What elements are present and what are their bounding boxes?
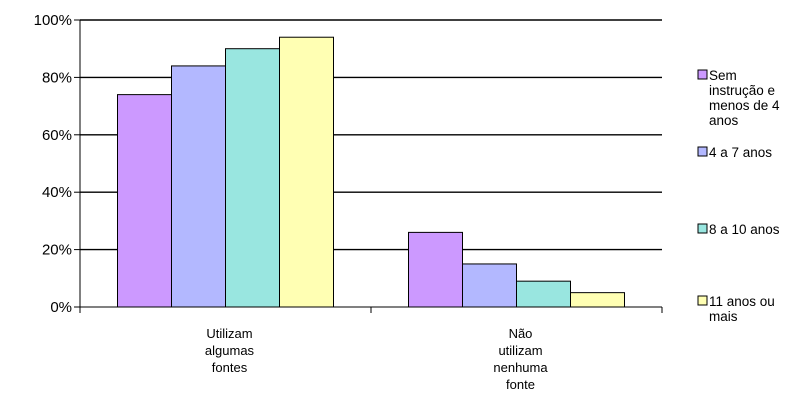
bar (279, 36, 334, 308)
y-tick-label: 80% (42, 69, 72, 86)
category-label: Utilizam algumas fontes (205, 326, 255, 375)
bars (117, 36, 625, 308)
legend-swatch (697, 146, 708, 157)
legend-swatch (697, 223, 708, 234)
y-tick-label: 20% (42, 242, 72, 259)
bar (516, 280, 571, 308)
axes (74, 19, 663, 313)
legend: Sem instrução e menos de 4 anos 4 a 7 anos 8 … (697, 68, 780, 324)
legend-label: 4 a 7 anos (709, 145, 772, 160)
y-tick-label: 40% (42, 184, 72, 201)
y-tick-label: 100% (34, 12, 72, 29)
bar (570, 292, 625, 308)
legend-label: 11 anos ou mais (709, 294, 775, 324)
bar (117, 94, 172, 308)
y-tick-labels: 0% 20% 40% 60% 80% 100% (34, 12, 72, 316)
bar (408, 231, 463, 308)
y-tick-label: 0% (50, 299, 72, 316)
bar (225, 48, 280, 308)
category-label: Não utilizam nenhuma fonte (493, 326, 548, 392)
category-labels: Utilizam algumas fontes Não utilizam nenhuma f… (205, 326, 548, 392)
legend-swatch (697, 295, 708, 306)
legend-label: 8 a 10 anos (709, 222, 780, 237)
legend-label: Sem instrução e menos de 4 anos (709, 68, 780, 128)
legend-swatch (697, 69, 708, 80)
y-tick-label: 60% (42, 127, 72, 144)
bar (462, 263, 517, 308)
bar (171, 65, 226, 308)
